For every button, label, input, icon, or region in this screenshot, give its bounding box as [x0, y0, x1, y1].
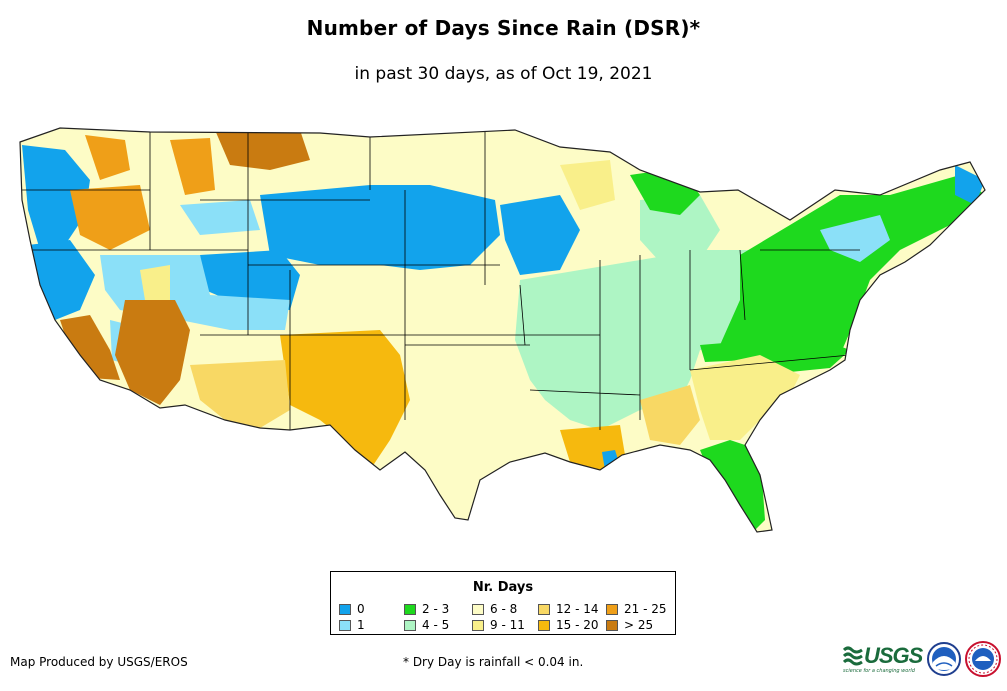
- region-arizona-12-14: [190, 360, 290, 428]
- legend-swatch: [606, 604, 618, 615]
- region-wisconsin-9-11: [560, 160, 615, 210]
- region-northern-plains-0: [260, 185, 500, 270]
- region-montana-gt25: [215, 130, 310, 170]
- legend-swatch: [538, 604, 550, 615]
- usgs-tagline: science for a changing world: [843, 668, 915, 674]
- legend-label: 1: [357, 618, 365, 632]
- legend-label: 21 - 25: [624, 602, 667, 616]
- legend-swatch: [404, 604, 416, 615]
- region-florida-2-3: [700, 440, 765, 530]
- region-idaho-1: [180, 200, 260, 235]
- legend-swatch: [472, 620, 484, 631]
- region-idaho-panhandle-21-25: [170, 138, 215, 195]
- region-new-mexico-15-20: [280, 330, 410, 470]
- region-southeast-4-5: [515, 250, 780, 430]
- legend-label: 6 - 8: [490, 602, 518, 616]
- usgs-logo-text: USGS: [864, 643, 923, 668]
- region-carolinas-9-11: [690, 355, 800, 440]
- region-northeast-2-3: [720, 175, 985, 360]
- region-eastern-washington-21-25: [85, 135, 130, 180]
- noaa-logo-icon: [927, 642, 961, 676]
- region-nevada-north-9-11: [140, 265, 170, 300]
- region-northern-california-0: [28, 240, 95, 320]
- legend: Nr. Days 0 1 2 - 3 4 - 5 6 - 8 9 - 11 12…: [330, 571, 676, 635]
- legend-title: Nr. Days: [472, 580, 534, 595]
- region-oregon-21-25: [70, 185, 150, 250]
- legend-item-15-20: 15 - 20: [538, 619, 599, 631]
- us-dsr-map: [19, 127, 986, 533]
- legend-label: 12 - 14: [556, 602, 599, 616]
- map-title: Number of Days Since Rain (DSR)*: [306, 16, 701, 40]
- region-nevada-gt25: [115, 300, 190, 405]
- legend-swatch: [538, 620, 550, 631]
- legend-item-21-25: 21 - 25: [606, 603, 667, 615]
- legend-item-9-11: 9 - 11: [472, 619, 525, 631]
- legend-item-12-14: 12 - 14: [538, 603, 599, 615]
- region-maine-0: [955, 165, 985, 205]
- legend-item-2-3: 2 - 3: [404, 603, 449, 615]
- region-alabama-georgia-12-14: [640, 385, 700, 445]
- region-southern-california-gt25: [60, 315, 120, 380]
- region-pacific-northwest-0: [22, 145, 90, 250]
- legend-label: > 25: [624, 618, 654, 632]
- state-boundaries: [20, 128, 860, 430]
- region-michigan-4-5: [640, 195, 720, 262]
- usgs-wave-icon: [843, 646, 863, 666]
- legend-swatch: [404, 620, 416, 631]
- legend-label: 2 - 3: [422, 602, 450, 616]
- us-outline: [19, 127, 986, 533]
- region-louisiana-15-20: [560, 425, 625, 470]
- nws-logo-icon: [965, 641, 1001, 677]
- legend-swatch: [339, 620, 351, 631]
- legend-item-gt25: > 25: [606, 619, 653, 631]
- legend-item-6-8: 6 - 8: [472, 603, 517, 615]
- legend-swatch: [472, 604, 484, 615]
- region-virginia-2-3: [700, 335, 850, 372]
- legend-swatch: [339, 604, 351, 615]
- agency-logos: USGS science for a changing world: [843, 640, 1003, 680]
- legend-label: 4 - 5: [422, 618, 450, 632]
- legend-label: 0: [357, 602, 365, 616]
- legend-item-4-5: 4 - 5: [404, 619, 449, 631]
- map-credit: Map Produced by USGS/EROS: [10, 655, 188, 669]
- legend-item-1: 1: [339, 619, 365, 631]
- region-minnesota-0: [500, 195, 580, 275]
- legend-label: 15 - 20: [556, 618, 599, 632]
- map-subtitle: in past 30 days, as of Oct 19, 2021: [354, 64, 653, 84]
- legend-label: 9 - 11: [490, 618, 525, 632]
- legend-item-0: 0: [339, 603, 365, 615]
- dry-day-footnote: * Dry Day is rainfall < 0.04 in.: [403, 655, 584, 669]
- legend-swatch: [606, 620, 618, 631]
